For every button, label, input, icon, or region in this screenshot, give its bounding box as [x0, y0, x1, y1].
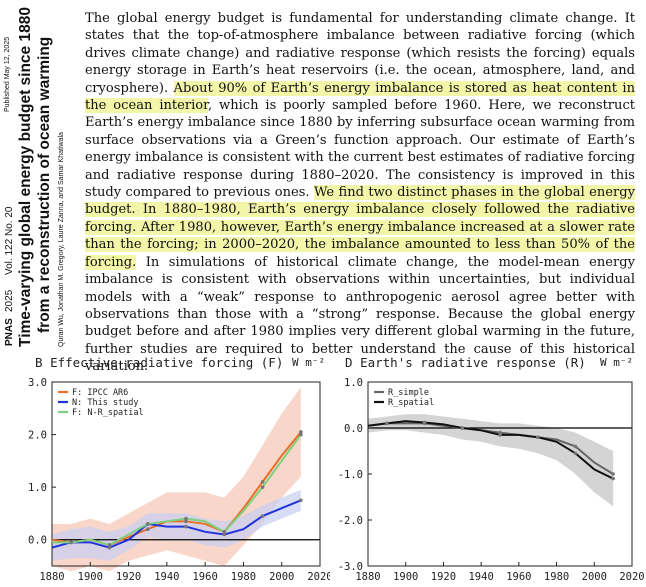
panel-d-label: D [345, 355, 353, 370]
panel-b-label: B [35, 355, 43, 370]
legend-label-1: F: IPCC AR6 [72, 388, 128, 398]
x-tick-label: 1940 [154, 571, 179, 583]
x-tick-label: 1920 [116, 571, 141, 583]
y-tick-label: 1.0 [28, 482, 47, 494]
series-point [184, 519, 188, 524]
series-point [184, 524, 188, 529]
series-point [299, 498, 303, 503]
series-point [611, 472, 615, 476]
y-tick-label: 1.0 [344, 377, 363, 389]
series-line-1 [367, 422, 614, 475]
series-point [422, 420, 427, 425]
article-title-line1: Time-varying global energy budget since … [17, 7, 34, 347]
panel-d-unit: W m⁻² [600, 356, 634, 369]
article-title-line2: from a reconstruction of ocean warming [36, 36, 53, 333]
y-tick-label: 2.0 [28, 430, 47, 442]
y-tick-label: -2.0 [338, 515, 363, 527]
abstract: The global energy budget is fundamental … [85, 10, 635, 376]
legend-label-2: N: This study [72, 398, 139, 408]
abstract-text-1: The global energy budget is fundamental … [85, 11, 635, 96]
abstract-text-2: , which is poorly sampled before 1960. H… [85, 98, 635, 201]
x-tick-label: 1880 [39, 571, 64, 583]
series-point [69, 540, 73, 545]
article-authors: Quran Wu, Jonathan M. Gregory, Laure Zan… [58, 132, 65, 347]
series-line-3 [52, 433, 302, 547]
series-point [573, 444, 578, 449]
x-tick-label: 2000 [269, 571, 294, 583]
series-point [573, 451, 578, 456]
y-tick-label: 0.0 [28, 535, 47, 547]
x-tick-label: 1960 [192, 571, 217, 583]
panel-d-title-text: Earth's radiative response (R) [360, 355, 586, 370]
series-point [385, 421, 389, 426]
article-sidebar: PNAS 2025 Vol. 122 No. 20 Published May … [0, 0, 78, 360]
panel-b-title: B Effective radiative forcing (F) [35, 355, 283, 370]
series-point [260, 514, 265, 518]
chart-effective-radiative-forcing: 3.0 2.0 1.0 0.0 1880 1900 1920 1940 1960 1980 2000… [28, 377, 330, 583]
journal-year: 2025 [4, 289, 15, 312]
abstract-text-3: In simulations of historical climate cha… [85, 254, 635, 375]
panel-d-title: D Earth's radiative response (R) [345, 355, 586, 370]
journal-volume: Vol. 122 [4, 238, 15, 275]
x-tick-label: 1940 [468, 571, 493, 583]
panel-b-title-text: Effective radiative forcing (F) [50, 355, 284, 370]
legend-label-3: F: N-R_spatial [72, 408, 144, 418]
series-point [107, 543, 112, 547]
journal-name: PNAS [4, 318, 15, 346]
uncertainty-band-response [368, 414, 614, 507]
series-point [222, 532, 227, 537]
plot-frame [51, 381, 321, 567]
legend-label-1: R_simple [388, 388, 429, 398]
x-tick-label: 2000 [582, 571, 607, 583]
series-point [611, 476, 615, 481]
x-tick-label: 1900 [78, 571, 103, 583]
series-point [460, 426, 465, 430]
y-tick-label: 0.0 [344, 423, 363, 435]
series-point [145, 527, 150, 531]
y-tick-label: -1.0 [338, 469, 363, 481]
series-point [184, 516, 188, 521]
series-point [145, 522, 150, 526]
journal-number: No. 20 [4, 206, 15, 236]
x-tick-label: 1980 [231, 571, 256, 583]
panel-b-unit: W m⁻² [292, 356, 326, 369]
x-tick-label: 1880 [355, 571, 380, 583]
series-point [498, 433, 502, 437]
x-tick-label: 1980 [544, 571, 569, 583]
x-tick-label: 2020 [619, 571, 644, 583]
publication-date: Published May 12, 2025 [4, 36, 11, 112]
x-tick-label: 1960 [506, 571, 531, 583]
legend-label-2: R_spatial [388, 398, 434, 408]
series-line-2 [367, 420, 614, 480]
series-point [299, 430, 303, 434]
y-tick-label: 3.0 [28, 377, 47, 389]
y-tick-label: -3.0 [338, 561, 363, 573]
series-point [107, 545, 112, 550]
x-tick-label: 1920 [431, 571, 456, 583]
series-point [260, 480, 265, 484]
series-line-2 [51, 499, 302, 549]
x-tick-label: 2020 [307, 571, 330, 583]
x-tick-label: 1900 [393, 571, 418, 583]
series-point [222, 530, 227, 534]
series-point [535, 435, 540, 439]
series-point [299, 432, 303, 437]
series-point [260, 485, 265, 489]
